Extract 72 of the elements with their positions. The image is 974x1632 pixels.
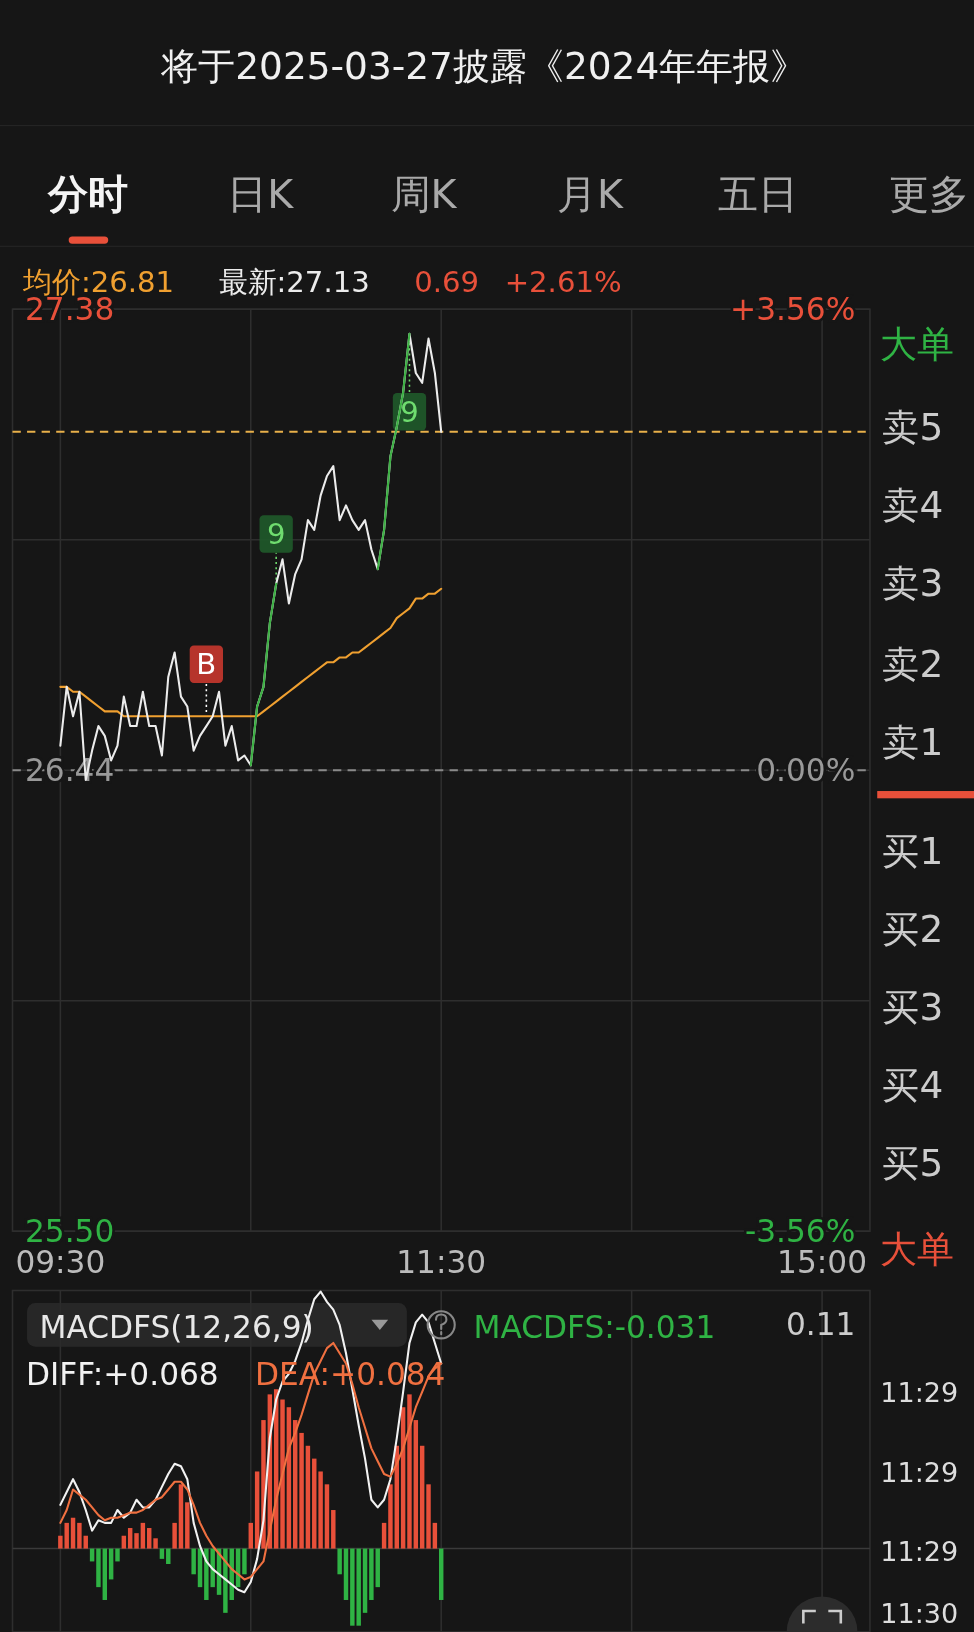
line-series xyxy=(59,587,443,718)
bar xyxy=(140,1522,146,1549)
x-tick-label: 11:30 xyxy=(396,1243,487,1280)
bar xyxy=(121,1535,127,1549)
text: 日K xyxy=(227,171,295,218)
bar xyxy=(413,1420,419,1549)
bar xyxy=(324,1484,330,1549)
bar xyxy=(318,1471,323,1549)
bar xyxy=(77,1522,82,1549)
y2-tick-label: +3.56% xyxy=(730,291,856,328)
bar xyxy=(299,1432,304,1549)
bar xyxy=(242,1548,247,1575)
bar xyxy=(83,1535,88,1549)
bar xyxy=(185,1502,190,1549)
text: 卖1 xyxy=(882,719,944,764)
bar xyxy=(172,1522,177,1549)
text: 卖5 xyxy=(882,405,944,450)
y2-tick-label: 0.00% xyxy=(756,752,856,789)
bar xyxy=(419,1445,425,1549)
bar xyxy=(153,1538,158,1549)
text: 卖4 xyxy=(882,483,944,528)
text: 11:30 xyxy=(880,1598,959,1630)
text: 买5 xyxy=(882,1141,944,1186)
bar xyxy=(426,1484,431,1549)
text: 买2 xyxy=(882,906,944,951)
bar xyxy=(96,1548,101,1588)
annotation: B xyxy=(196,647,217,682)
bar xyxy=(70,1517,76,1549)
bar xyxy=(280,1399,285,1549)
bar xyxy=(127,1528,133,1549)
bar xyxy=(178,1484,184,1549)
text: 周K xyxy=(390,171,458,218)
text: 大单 xyxy=(880,322,955,367)
bar xyxy=(305,1445,311,1549)
annotation: 9 xyxy=(266,516,286,551)
text: 买1 xyxy=(882,828,944,873)
text: 分时 xyxy=(47,171,129,218)
annotation: 9 xyxy=(400,394,419,429)
bar xyxy=(362,1548,368,1613)
bar xyxy=(381,1522,387,1549)
series-label: 最新:27.13 xyxy=(218,264,370,299)
bar xyxy=(331,1510,336,1549)
bar xyxy=(369,1548,374,1600)
text: 买3 xyxy=(882,984,944,1029)
text: 0.69 xyxy=(414,264,480,299)
bar xyxy=(337,1548,342,1575)
text: MACDFS:-0.031 xyxy=(473,1309,716,1346)
text: 11:29 xyxy=(880,1376,959,1408)
text: 大单 xyxy=(880,1227,955,1272)
bar xyxy=(115,1548,120,1562)
bar xyxy=(432,1522,438,1549)
bar xyxy=(191,1548,196,1575)
bar xyxy=(388,1484,393,1549)
text: 更多 xyxy=(889,171,970,218)
chart-title: 将于2025-03-27披露《2024年年报》 xyxy=(160,44,808,89)
text: 买4 xyxy=(882,1063,944,1107)
bar xyxy=(312,1458,317,1549)
bar xyxy=(254,1471,260,1549)
bar xyxy=(134,1533,139,1549)
bar xyxy=(147,1528,152,1549)
bar xyxy=(407,1394,412,1549)
text: 月K xyxy=(557,171,625,218)
text: 卖3 xyxy=(882,561,944,606)
bar xyxy=(223,1548,228,1613)
text: 五日 xyxy=(717,171,798,218)
text: +2.61% xyxy=(504,264,622,299)
text: 11:29 xyxy=(880,1536,959,1568)
annotation: 0.11 xyxy=(785,1306,856,1343)
text: 11:29 xyxy=(880,1456,959,1488)
bar xyxy=(248,1522,254,1549)
text: 卖2 xyxy=(882,641,944,686)
series-label: DIFF:+0.068 xyxy=(26,1356,219,1393)
